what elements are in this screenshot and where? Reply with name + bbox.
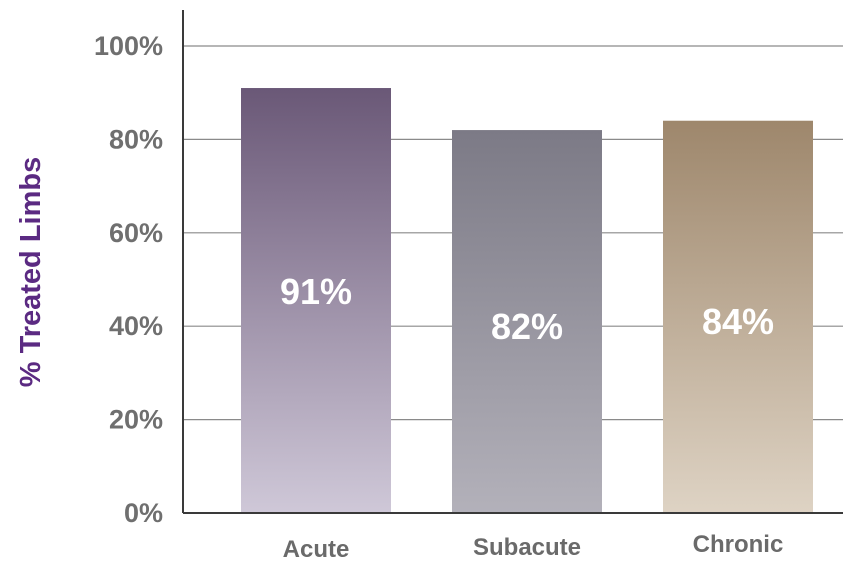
y-tick-labels: 0% 20% 40% 60% 80% 100% <box>94 31 163 528</box>
data-label: 91% <box>280 271 352 312</box>
bar-acute <box>241 88 391 513</box>
data-label: 82% <box>491 306 563 347</box>
bar-chronic <box>663 120 813 513</box>
y-tick-label: 20% <box>109 405 163 435</box>
y-tick-label: 80% <box>109 124 163 154</box>
x-category-labels: Acute Subacute Chronic <box>283 531 784 562</box>
y-tick-label: 100% <box>94 31 163 61</box>
bars <box>241 88 813 513</box>
data-labels: 91% 82% 84% <box>280 271 774 347</box>
y-tick-label: 60% <box>109 218 163 248</box>
y-tick-label: 40% <box>109 311 163 341</box>
y-axis-title: % Treated Limbs <box>15 157 47 387</box>
x-category-label: Chronic <box>693 531 784 558</box>
x-category-label: Subacute <box>473 534 581 561</box>
data-label: 84% <box>702 301 774 342</box>
x-category-label: Acute <box>283 536 350 562</box>
y-tick-label: 0% <box>124 498 163 528</box>
bar-subacute <box>452 130 602 513</box>
